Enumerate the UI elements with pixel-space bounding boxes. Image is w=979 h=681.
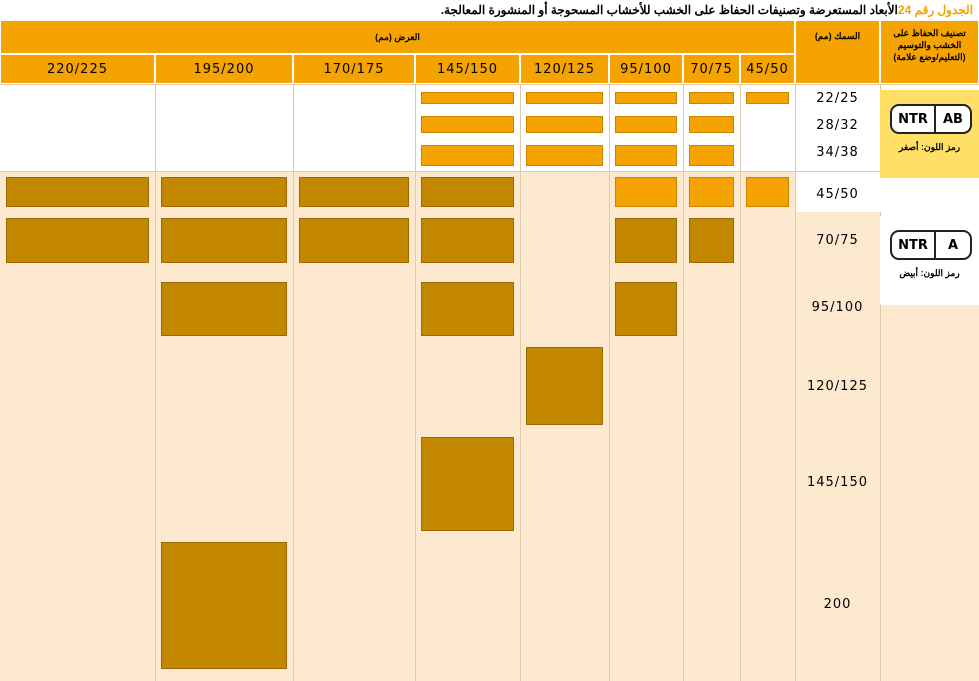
grid-vline-7 (795, 84, 796, 681)
availability-bar-28-32-145-150 (421, 116, 514, 133)
availability-bar-120-125-120-125 (526, 347, 603, 425)
dimensions-table: العرض (مم) السمك (مم) تصنيف الحفاظ على الخ… (0, 20, 979, 681)
header-thickness-label: السمك (مم) (795, 20, 880, 84)
availability-bar-70-75-95-100 (615, 218, 677, 263)
thickness-label-34-38: 34/38 (816, 145, 859, 160)
availability-bar-28-32-120-125 (526, 116, 603, 133)
availability-bar-95-100-195-200 (161, 282, 287, 336)
grid-vline-6 (740, 84, 741, 681)
grid-vline-8 (880, 84, 881, 681)
availability-bar-70-75-220-225 (6, 218, 149, 263)
width-header-45-50: 45/50 (740, 54, 795, 84)
availability-bar-45-50-95-100 (615, 177, 677, 207)
availability-bar-70-75-145-150 (421, 218, 514, 263)
thickness-label-145-150: 145/150 (806, 475, 868, 490)
availability-bar-45-50-220-225 (6, 177, 149, 207)
availability-bar-28-32-70-75 (689, 116, 734, 133)
availability-bar-200-195-200 (161, 542, 287, 669)
availability-bar-95-100-95-100 (615, 282, 677, 336)
class-badge-ab: NTR AB (890, 104, 972, 134)
availability-bar-70-75-70-75 (689, 218, 734, 263)
availability-bar-22-25-120-125 (526, 92, 603, 104)
availability-bar-145-150-145-150 (421, 437, 514, 531)
thickness-label-22-25: 22/25 (816, 90, 859, 106)
width-header-95-100: 95/100 (609, 54, 683, 84)
header-width-label: العرض (مم) (0, 20, 795, 54)
width-header-170-175: 170/175 (293, 54, 415, 84)
thickness-label-28-32: 28/32 (816, 117, 859, 133)
table-number-prefix: الجدول رقم (914, 3, 973, 17)
grid-vline-3 (520, 84, 521, 681)
availability-bar-22-25-95-100 (615, 92, 677, 104)
width-header-70-75: 70/75 (683, 54, 740, 84)
table-title-text: الأبعاد المستعرضة وتصنيفات الحفاظ على ال… (440, 3, 898, 17)
width-header-195-200: 195/200 (155, 54, 293, 84)
availability-bar-34-38-70-75 (689, 145, 734, 166)
width-header-145-150: 145/150 (415, 54, 520, 84)
header-classification-label: تصنيف الحفاظ على الخشب والتوسيم (التعليم… (880, 20, 979, 84)
class-ab-panel-bottom (880, 178, 979, 212)
table-number: 24 (897, 3, 912, 17)
grid-hline-top (0, 84, 979, 85)
class-badge-a: NTR A (890, 230, 972, 260)
table-title: الجدول رقم 24الأبعاد المستعرضة وتصنيفات … (0, 0, 979, 20)
grid-vline-0 (155, 84, 156, 681)
thickness-label-45-50: 45/50 (816, 186, 859, 202)
class-badge-code-right: AB (943, 111, 963, 127)
grid-vline-5 (683, 84, 684, 681)
availability-bar-70-75-170-175 (299, 218, 409, 263)
class-badge-code-right: A (947, 237, 959, 253)
grid-hline-ab-split (0, 171, 880, 172)
class-color-label-ab: رمز اللون: أصفر (898, 142, 961, 152)
thickness-label-70-75: 70/75 (816, 232, 859, 248)
class-badge-code-left: NTR (892, 106, 936, 132)
availability-bar-22-25-145-150 (421, 92, 514, 104)
availability-bar-95-100-145-150 (421, 282, 514, 336)
peach-thickness-col (795, 212, 880, 681)
thickness-label-120-125: 120/125 (806, 378, 868, 394)
availability-bar-22-25-45-50 (746, 92, 789, 104)
peach-class-col (880, 305, 979, 681)
availability-bar-22-25-70-75 (689, 92, 734, 104)
availability-bar-45-50-195-200 (161, 177, 287, 207)
width-header-120-125: 120/125 (520, 54, 609, 84)
availability-bar-28-32-95-100 (615, 116, 677, 133)
class-badge-code-left: NTR (892, 232, 936, 258)
grid-vline-2 (415, 84, 416, 681)
availability-bar-34-38-120-125 (526, 145, 603, 166)
availability-bar-45-50-170-175 (299, 177, 409, 207)
thickness-label-95-100: 95/100 (811, 299, 864, 315)
width-header-220-225: 220/225 (0, 54, 155, 84)
grid-vline-1 (293, 84, 294, 681)
availability-bar-70-75-195-200 (161, 218, 287, 263)
grid-vline-4 (609, 84, 610, 681)
availability-bar-34-38-95-100 (615, 145, 677, 166)
availability-bar-45-50-70-75 (689, 177, 734, 207)
thickness-label-200: 200 (823, 597, 852, 612)
availability-bar-34-38-145-150 (421, 145, 514, 166)
availability-bar-45-50-145-150 (421, 177, 514, 207)
class-color-label-a: رمز اللون: أبيض (899, 268, 960, 278)
availability-bar-45-50-45-50 (746, 177, 789, 207)
